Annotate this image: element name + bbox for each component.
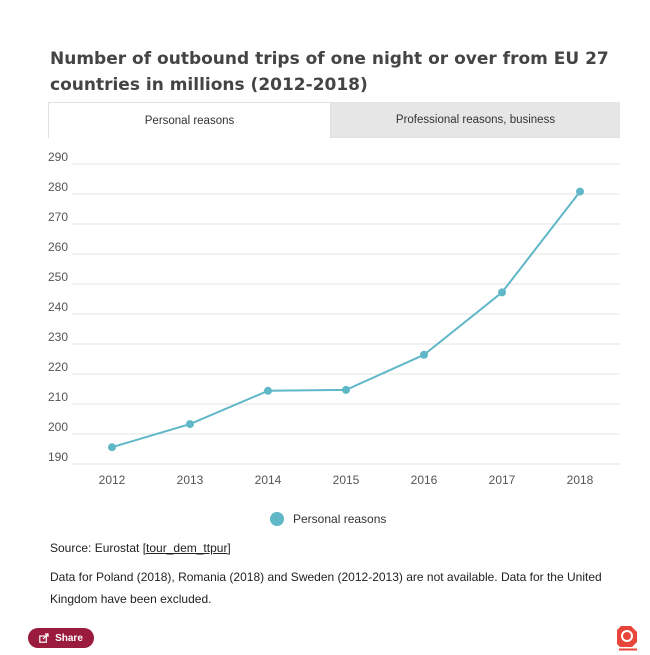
x-tick-label: 2017 bbox=[489, 473, 516, 487]
data-point bbox=[576, 187, 584, 196]
series-line bbox=[111, 190, 581, 449]
x-axis-ticks: 2012 2013 2014 2015 2016 2017 2018 bbox=[99, 473, 594, 487]
x-tick-label: 2016 bbox=[411, 473, 438, 487]
y-tick-label: 260 bbox=[48, 240, 68, 254]
tab-bar: Personal reasons Professional reasons, b… bbox=[48, 102, 620, 138]
tab-personal-reasons[interactable]: Personal reasons bbox=[48, 102, 331, 138]
legend-label: Personal reasons bbox=[293, 512, 387, 526]
data-point bbox=[498, 288, 506, 297]
x-tick-label: 2012 bbox=[99, 473, 126, 487]
chart-title: Number of outbound trips of one night or… bbox=[50, 49, 609, 95]
data-point bbox=[342, 385, 350, 394]
source-prefix: Source: Eurostat bbox=[50, 541, 143, 555]
x-tick-label: 2018 bbox=[567, 473, 594, 487]
source-line: Source: Eurostat [tour_dem_ttpur] bbox=[50, 541, 231, 555]
data-point bbox=[186, 420, 194, 429]
y-tick-label: 210 bbox=[48, 390, 68, 404]
x-tick-label: 2013 bbox=[177, 473, 204, 487]
legend[interactable]: Personal reasons bbox=[270, 512, 386, 526]
tab-professional-reasons[interactable]: Professional reasons, business bbox=[331, 102, 620, 138]
share-label: Share bbox=[55, 632, 83, 644]
legend-marker bbox=[270, 512, 284, 526]
data-point bbox=[108, 443, 116, 452]
share-button[interactable]: Share bbox=[28, 628, 94, 648]
y-tick-label: 280 bbox=[48, 180, 68, 194]
y-tick-label: 190 bbox=[48, 450, 68, 464]
y-tick-label: 240 bbox=[48, 300, 68, 314]
data-note: Data for Poland (2018), Romania (2018) a… bbox=[50, 570, 602, 606]
data-point bbox=[420, 350, 428, 359]
infogram-logo-icon[interactable] bbox=[615, 623, 641, 653]
grid-lines bbox=[72, 163, 620, 465]
y-tick-label: 250 bbox=[48, 270, 68, 284]
y-tick-label: 220 bbox=[48, 360, 68, 374]
x-tick-label: 2014 bbox=[255, 473, 282, 487]
series-personal-reasons bbox=[108, 187, 584, 452]
x-tick-label: 2015 bbox=[333, 473, 360, 487]
data-point bbox=[264, 386, 272, 395]
share-icon bbox=[39, 633, 49, 643]
y-tick-label: 270 bbox=[48, 210, 68, 224]
source-link[interactable]: [tour_dem_ttpur] bbox=[142, 541, 231, 555]
y-tick-label: 200 bbox=[48, 420, 68, 434]
y-tick-label: 290 bbox=[48, 150, 68, 164]
y-axis-ticks: 190 200 210 220 230 240 250 260 270 280 290 bbox=[48, 150, 68, 464]
y-tick-label: 230 bbox=[48, 330, 68, 344]
